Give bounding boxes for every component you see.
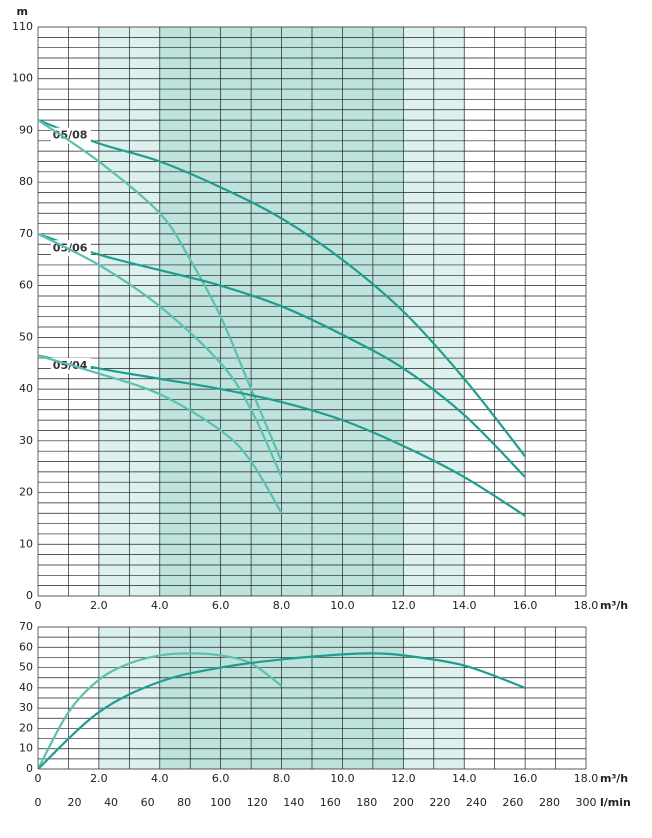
x2-tick-label: 140 — [283, 796, 304, 809]
y-tick-label: 80 — [19, 175, 33, 188]
x-tick-label: 4.0 — [151, 599, 169, 612]
x-tick-label: 10.0 — [330, 599, 355, 612]
y-tick-label: 10 — [19, 537, 33, 550]
y-tick-label: 110 — [12, 20, 33, 33]
x2-tick-label: 80 — [177, 796, 191, 809]
x2-tick-label: 120 — [247, 796, 268, 809]
series-label: 05/08 — [53, 129, 88, 142]
x2-tick-label: 260 — [502, 796, 523, 809]
curve — [37, 354, 526, 517]
x-tick-label: 6.0 — [212, 599, 230, 612]
x2-tick-label: 240 — [466, 796, 487, 809]
y-tick-label: 20 — [19, 486, 33, 499]
y-tick-label: 50 — [19, 330, 33, 343]
y-tick-label: 60 — [19, 640, 33, 653]
x-tick-label: 2.0 — [90, 772, 108, 785]
y-axis-label: m — [17, 5, 28, 18]
x-tick-label: 8.0 — [273, 772, 291, 785]
y-tick-label: 30 — [19, 434, 33, 447]
x2-tick-label: 200 — [393, 796, 414, 809]
x2-tick-label: 0 — [35, 796, 42, 809]
x2-tick-label: 20 — [68, 796, 82, 809]
x-tick-label: 12.0 — [391, 599, 416, 612]
y-tick-label: 100 — [12, 72, 33, 85]
label-bg — [50, 127, 91, 144]
x-axis-label: m³/h — [600, 772, 628, 785]
x-tick-label: 0 — [35, 599, 42, 612]
y-tick-label: 10 — [19, 742, 33, 755]
y-tick-label: 70 — [19, 620, 33, 633]
x-tick-label: 4.0 — [151, 772, 169, 785]
x2-tick-label: 180 — [356, 796, 377, 809]
x-tick-label: 12.0 — [391, 772, 416, 785]
x-tick-label: 14.0 — [452, 599, 477, 612]
y-tick-label: 40 — [19, 681, 33, 694]
curve — [37, 119, 526, 458]
x2-tick-label: 160 — [320, 796, 341, 809]
x-tick-label: 16.0 — [513, 772, 538, 785]
curve — [37, 119, 283, 462]
x-tick-label: 18.0 — [574, 599, 599, 612]
x2-tick-label: 40 — [104, 796, 118, 809]
x2-tick-label: 280 — [539, 796, 560, 809]
curve — [37, 652, 526, 770]
y-tick-label: 40 — [19, 382, 33, 395]
y-tick-label: 30 — [19, 701, 33, 714]
x-tick-label: 10.0 — [330, 772, 355, 785]
y-tick-label: 0 — [26, 589, 33, 602]
x2-tick-label: 60 — [141, 796, 155, 809]
y-tick-label: 60 — [19, 279, 33, 292]
curve — [37, 652, 283, 770]
x-tick-label: 2.0 — [90, 599, 108, 612]
y-tick-label: 0 — [26, 762, 33, 775]
y-tick-label: 90 — [19, 123, 33, 136]
x2-axis-label: l/min — [600, 796, 631, 809]
curve — [37, 232, 283, 478]
y-tick-label: 70 — [19, 227, 33, 240]
x-tick-label: 8.0 — [273, 599, 291, 612]
x-tick-label: 18.0 — [574, 772, 599, 785]
x-tick-label: 16.0 — [513, 599, 538, 612]
x2-tick-label: 220 — [429, 796, 450, 809]
x-tick-label: 0 — [35, 772, 42, 785]
y-tick-label: 50 — [19, 661, 33, 674]
x2-tick-label: 300 — [576, 796, 597, 809]
x-axis-label: m³/h — [600, 599, 628, 612]
curve — [37, 232, 526, 478]
x-tick-label: 14.0 — [452, 772, 477, 785]
x2-tick-label: 100 — [210, 796, 231, 809]
x-tick-label: 6.0 — [212, 772, 230, 785]
curve — [37, 354, 283, 514]
y-tick-label: 20 — [19, 721, 33, 734]
